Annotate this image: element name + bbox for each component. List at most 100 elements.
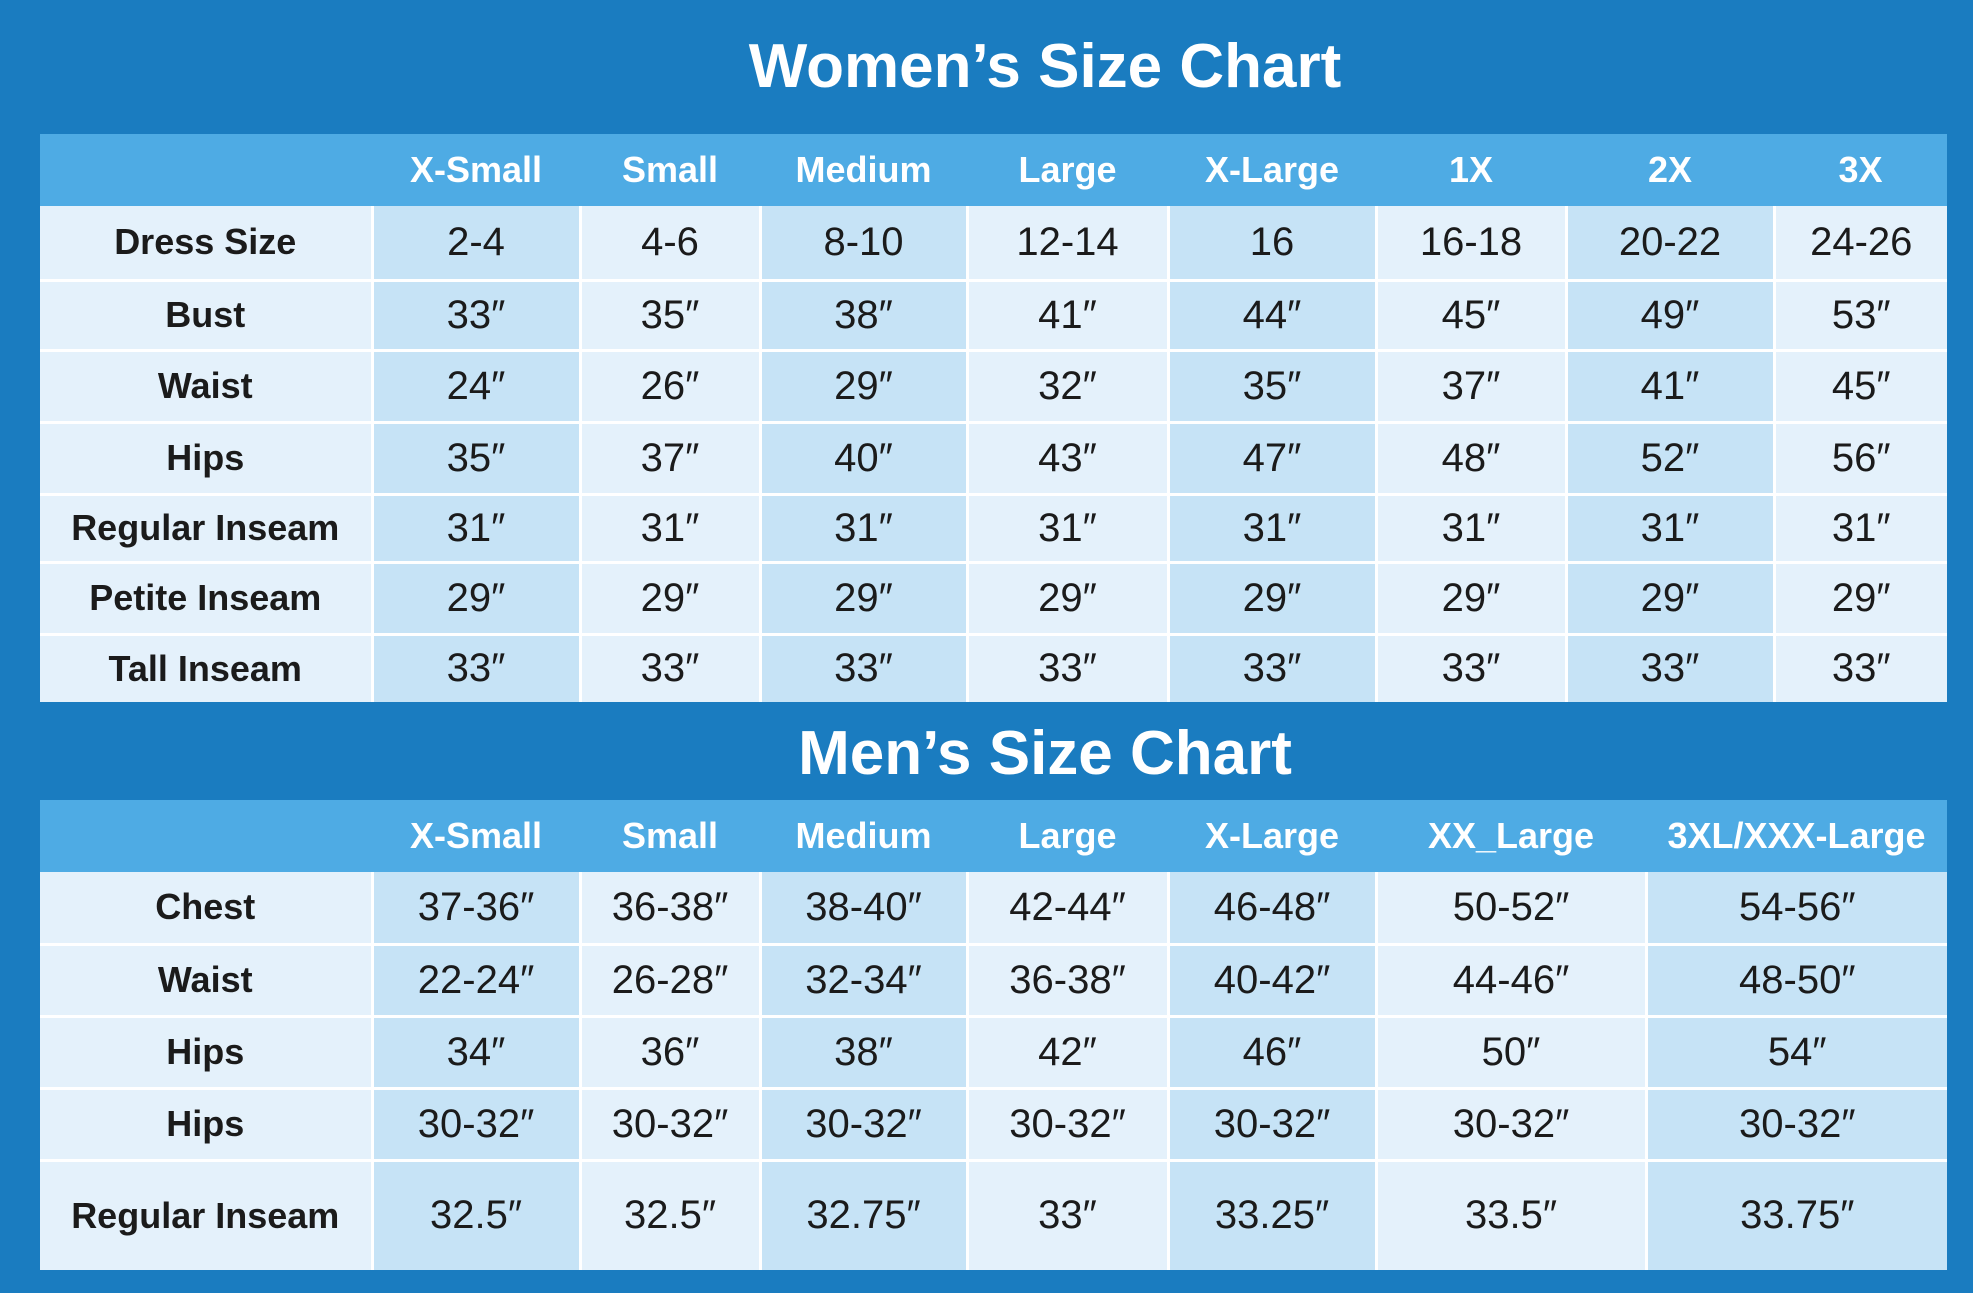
size-cell: 44″ (1166, 278, 1376, 350)
size-cell: 12-14 (965, 206, 1168, 280)
row-label: Hips (40, 1014, 372, 1088)
size-cell: 29″ (1564, 560, 1774, 634)
size-cell: 26-28″ (578, 942, 760, 1016)
womens-col-header: Large (967, 134, 1168, 206)
size-cell: 37-36″ (370, 872, 580, 944)
size-cell: 33″ (1772, 632, 1947, 702)
size-cell: 48″ (1374, 420, 1566, 494)
mens-col-header: Small (580, 800, 760, 872)
row-label: Dress Size (40, 206, 372, 280)
womens-col-header: X-Small (372, 134, 580, 206)
row-label: Tall Inseam (40, 632, 372, 702)
mens-row: Hips 34″ 36″ 38″ 42″ 46″ 50″ 54″ (40, 1014, 1947, 1088)
mens-col-header: 3XL/XXX-Large (1646, 800, 1947, 872)
size-cell: 30-32″ (1644, 1086, 1947, 1160)
size-cell: 32.75″ (758, 1158, 967, 1270)
size-cell: 32.5″ (578, 1158, 760, 1270)
size-cell: 41″ (1564, 348, 1774, 422)
womens-row: Tall Inseam 33″ 33″ 33″ 33″ 33″ 33″ 33″ 33″ (40, 632, 1947, 702)
row-label: Waist (40, 942, 372, 1016)
womens-size-table: X-Small Small Medium Large X-Large 1X 2X… (40, 134, 1947, 702)
size-cell: 38″ (758, 278, 967, 350)
size-cell: 41″ (965, 278, 1168, 350)
size-cell: 36-38″ (965, 942, 1168, 1016)
size-cell: 35″ (1166, 348, 1376, 422)
size-cell: 29″ (1166, 560, 1376, 634)
size-cell: 31″ (1374, 492, 1566, 562)
mens-chart-title: Men’s Size Chart (798, 719, 1292, 788)
size-cell: 33″ (1166, 632, 1376, 702)
row-label: Chest (40, 872, 372, 944)
size-cell: 29″ (1772, 560, 1947, 634)
size-cell: 37″ (578, 420, 760, 494)
womens-table-body: Dress Size 2-4 4-6 8-10 12-14 16 16-18 20-22 24-… (40, 206, 1947, 702)
size-cell: 4-6 (578, 206, 760, 280)
size-cell: 34″ (370, 1014, 580, 1088)
size-cell: 47″ (1166, 420, 1376, 494)
size-cell: 26″ (578, 348, 760, 422)
size-cell: 30-32″ (370, 1086, 580, 1160)
size-cell: 20-22 (1564, 206, 1774, 280)
size-cell: 16-18 (1374, 206, 1566, 280)
mens-header-row: X-Small Small Medium Large X-Large XX_La… (40, 800, 1947, 872)
womens-col-header: X-Large (1168, 134, 1376, 206)
size-cell: 33″ (370, 278, 580, 350)
size-cell: 38-40″ (758, 872, 967, 944)
size-cell: 53″ (1772, 278, 1947, 350)
size-cell: 42-44″ (965, 872, 1168, 944)
size-cell: 37″ (1374, 348, 1566, 422)
size-cell: 31″ (1564, 492, 1774, 562)
size-cell: 30-32″ (965, 1086, 1168, 1160)
size-cell: 36″ (578, 1014, 760, 1088)
size-cell: 29″ (1374, 560, 1566, 634)
size-cell: 31″ (370, 492, 580, 562)
size-cell: 31″ (758, 492, 967, 562)
mens-row: Hips 30-32″ 30-32″ 30-32″ 30-32″ 30-32″ 30-32″… (40, 1086, 1947, 1160)
size-cell: 45″ (1374, 278, 1566, 350)
size-cell: 38″ (758, 1014, 967, 1088)
size-cell: 33″ (1564, 632, 1774, 702)
size-cell: 33.25″ (1166, 1158, 1376, 1270)
size-cell: 42″ (965, 1014, 1168, 1088)
mens-row: Chest 37-36″ 36-38″ 38-40″ 42-44″ 46-48″ 50-52… (40, 872, 1947, 944)
row-label: Petite Inseam (40, 560, 372, 634)
row-label: Bust (40, 278, 372, 350)
size-cell: 29″ (758, 560, 967, 634)
size-cell: 33.75″ (1644, 1158, 1947, 1270)
size-cell: 46-48″ (1166, 872, 1376, 944)
size-cell: 31″ (1772, 492, 1947, 562)
size-cell: 44-46″ (1374, 942, 1646, 1016)
size-cell: 33″ (965, 1158, 1168, 1270)
size-cell: 52″ (1564, 420, 1774, 494)
row-label: Hips (40, 420, 372, 494)
womens-col-header: 2X (1566, 134, 1774, 206)
row-label: Regular Inseam (40, 492, 372, 562)
size-cell: 45″ (1772, 348, 1947, 422)
size-cell: 33″ (1374, 632, 1566, 702)
mens-col-header: X-Large (1168, 800, 1376, 872)
size-cell: 30-32″ (578, 1086, 760, 1160)
womens-col-header: 3X (1774, 134, 1947, 206)
size-cell: 32-34″ (758, 942, 967, 1016)
womens-col-header: Small (580, 134, 760, 206)
size-cell: 56″ (1772, 420, 1947, 494)
size-cell: 40-42″ (1166, 942, 1376, 1016)
size-cell: 49″ (1564, 278, 1774, 350)
size-cell: 35″ (370, 420, 580, 494)
size-cell: 33″ (965, 632, 1168, 702)
size-cell: 30-32″ (1374, 1086, 1646, 1160)
womens-col-header: 1X (1376, 134, 1566, 206)
mens-col-header: Large (967, 800, 1168, 872)
size-cell: 30-32″ (758, 1086, 967, 1160)
size-cell: 48-50″ (1644, 942, 1947, 1016)
womens-row: Regular Inseam 31″ 31″ 31″ 31″ 31″ 31″ 31″ 31″ (40, 492, 1947, 562)
row-label: Waist (40, 348, 372, 422)
size-cell: 54-56″ (1644, 872, 1947, 944)
size-cell: 33″ (578, 632, 760, 702)
womens-row: Bust 33″ 35″ 38″ 41″ 44″ 45″ 49″ 53″ (40, 278, 1947, 350)
womens-row: Hips 35″ 37″ 40″ 43″ 47″ 48″ 52″ 56″ (40, 420, 1947, 494)
mens-header-blank (40, 800, 372, 872)
size-cell: 36-38″ (578, 872, 760, 944)
size-cell: 2-4 (370, 206, 580, 280)
size-cell: 40″ (758, 420, 967, 494)
